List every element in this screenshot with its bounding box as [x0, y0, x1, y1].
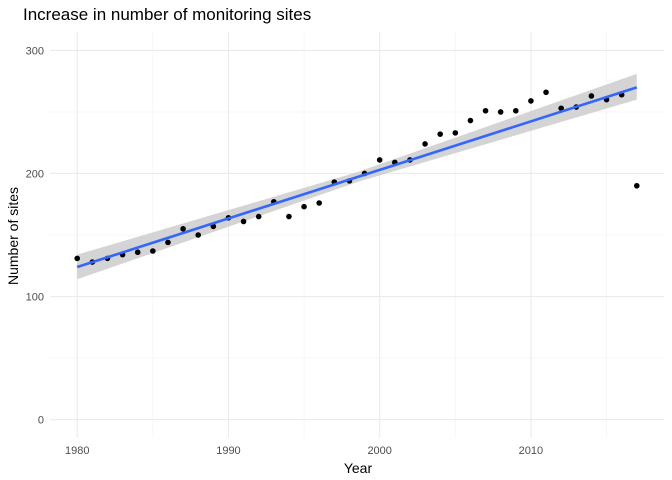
data-point	[74, 255, 81, 262]
data-point	[195, 232, 202, 238]
data-point	[482, 107, 489, 114]
data-point	[497, 109, 504, 115]
data-point	[437, 131, 443, 137]
data-point	[255, 213, 262, 220]
data-point	[150, 248, 156, 254]
y-tick-label: 200	[26, 168, 44, 180]
data-point	[376, 157, 383, 163]
x-tick-label: 1990	[216, 445, 240, 457]
data-point	[134, 249, 141, 256]
x-tick-labels: 1980 1990 2000 2010	[65, 445, 543, 457]
trend-line	[76, 86, 638, 269]
data-point	[512, 107, 519, 114]
y-tick-label: 100	[26, 292, 44, 304]
chart-title: Increase in number of monitoring sites	[23, 5, 311, 24]
data-point	[240, 218, 247, 225]
y-tick-labels: 0 100 200 300	[26, 45, 44, 426]
data-point	[165, 239, 171, 246]
data-point	[422, 141, 428, 147]
data-point	[452, 130, 459, 136]
data-point	[301, 203, 307, 210]
data-point	[543, 89, 549, 96]
y-tick-label: 0	[38, 415, 44, 427]
grid	[50, 32, 664, 438]
data-point	[558, 105, 564, 112]
data-point	[180, 226, 186, 232]
data-point	[467, 117, 474, 124]
data-point	[633, 182, 640, 189]
data-point	[316, 200, 322, 206]
data-point	[528, 98, 534, 104]
trend-line-group	[76, 86, 638, 269]
x-tick-label: 2010	[519, 445, 543, 457]
x-axis-title: Year	[344, 460, 373, 476]
data-point	[286, 213, 292, 220]
y-axis-title: Number of sites	[5, 187, 21, 285]
y-tick-label: 300	[26, 45, 44, 57]
x-tick-label: 1980	[65, 445, 89, 457]
x-tick-label: 2000	[367, 445, 391, 457]
data-point	[588, 93, 595, 99]
